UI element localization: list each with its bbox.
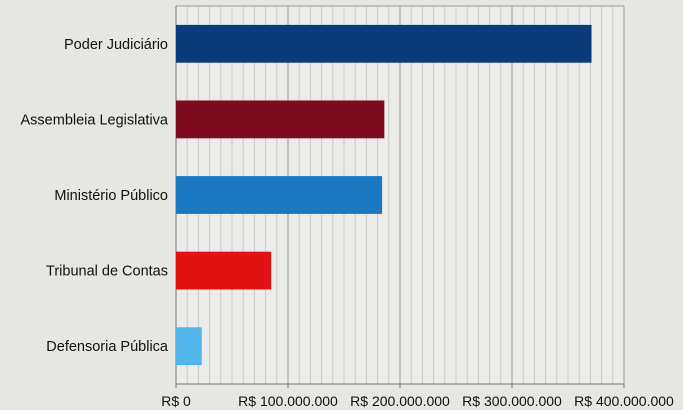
x-tick-label: R$ 0 [161, 393, 191, 409]
category-label: Poder Judiciário [64, 37, 168, 53]
bars [176, 24, 592, 366]
x-tick-labels: R$ 0 R$ 100.000.000 R$ 200.000.000 R$ 300.0… [161, 393, 674, 409]
bar-poder-judiciario [176, 24, 592, 63]
category-label: Assembleia Legislativa [21, 112, 169, 128]
x-tick-label: R$ 400.000.000 [574, 393, 674, 409]
bar-assembleia-legislativa [176, 100, 385, 139]
x-tick-label: R$ 100.000.000 [238, 393, 338, 409]
category-labels: Poder Judiciário Assembleia Legislativa Mi… [21, 37, 169, 355]
bar-defensoria-publica [176, 327, 202, 366]
bar-ministerio-publico [176, 176, 383, 214]
category-label: Tribunal de Contas [46, 264, 168, 280]
x-tick-label: R$ 200.000.000 [350, 393, 450, 409]
category-label: Ministério Público [54, 188, 168, 204]
category-label: Defensoria Pública [46, 339, 169, 355]
x-tick-label: R$ 300.000.000 [462, 393, 562, 409]
bar-tribunal-de-contas [176, 251, 272, 290]
